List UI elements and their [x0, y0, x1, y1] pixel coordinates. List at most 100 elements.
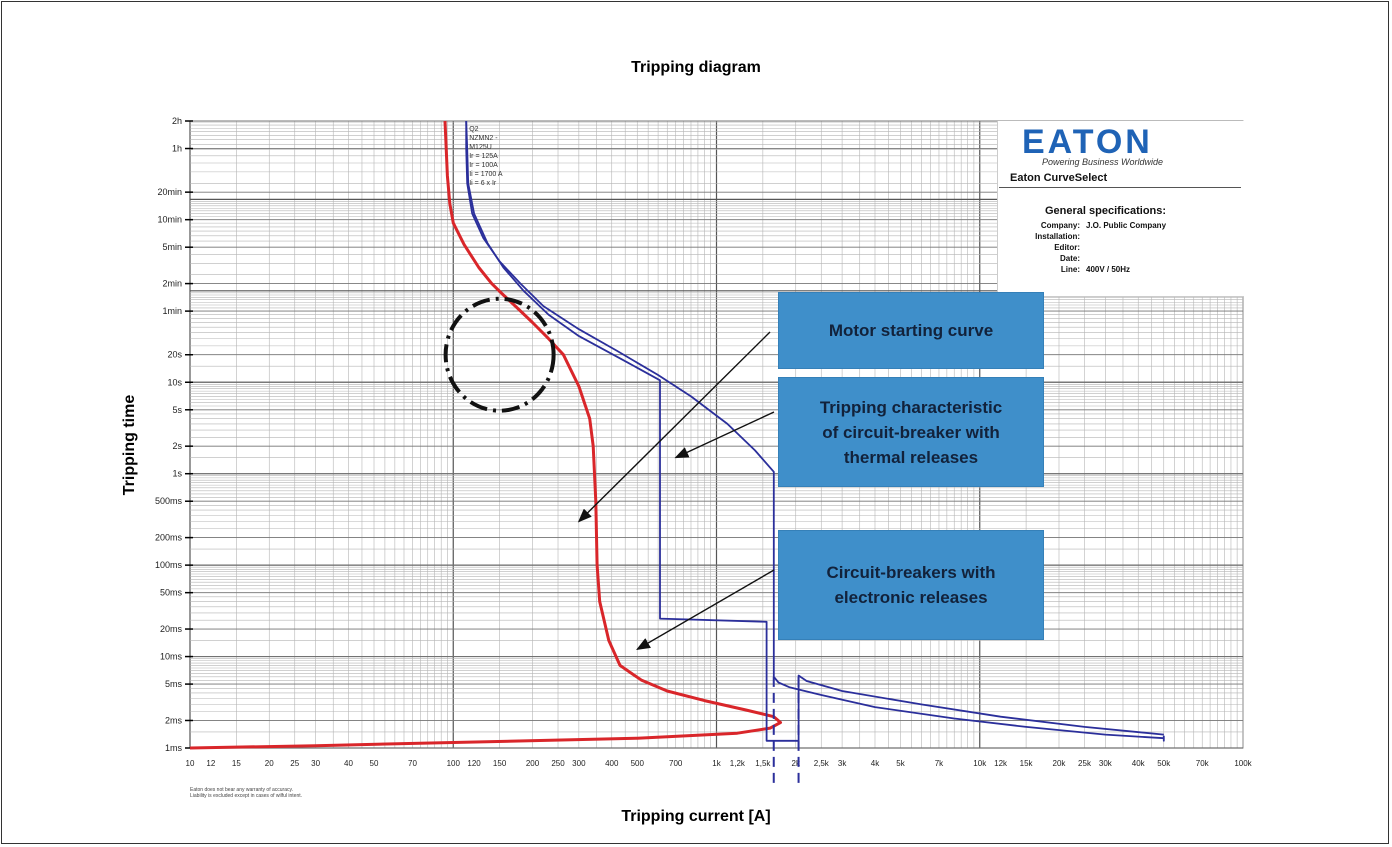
- x-tick-label: 150: [493, 759, 507, 768]
- y-tick-label: 20ms: [160, 624, 183, 634]
- callout-arrow: [577, 331, 771, 523]
- x-tick-label: 3k: [838, 759, 847, 768]
- x-tick-label: 40k: [1132, 759, 1146, 768]
- x-tick-label: 250: [551, 759, 565, 768]
- y-tick-label: 5ms: [165, 679, 183, 689]
- x-tick-label: 15: [232, 759, 241, 768]
- x-tick-label: 10k: [973, 759, 987, 768]
- curve-annotation-line: Ii = 6 x Ir: [469, 180, 497, 187]
- callout-text-line: of circuit-breaker with: [822, 422, 1000, 442]
- y-tick-label: 200ms: [155, 533, 183, 543]
- spec-label: Company:: [1040, 221, 1080, 230]
- y-tick-label: 500ms: [155, 496, 183, 506]
- y-tick-label: 1ms: [165, 743, 183, 753]
- y-tick-label: 2min: [162, 279, 182, 289]
- curve-annotation-line: Ii = 1700 A: [469, 171, 503, 178]
- y-tick-label: 20s: [167, 350, 182, 360]
- y-tick-label: 10min: [157, 215, 182, 225]
- spec-value: 400V / 50Hz: [1086, 265, 1131, 274]
- info-divider: [999, 187, 1241, 188]
- x-tick-label: 500: [631, 759, 645, 768]
- callout-arrow: [674, 411, 775, 459]
- x-tick-label: 70: [408, 759, 417, 768]
- specs-title: General specifications:: [1045, 205, 1167, 217]
- y-tick-label: 2h: [172, 116, 182, 126]
- curve-annotation-line: NZMN2 -: [469, 135, 498, 142]
- x-tick-label: 7k: [935, 759, 944, 768]
- y-tick-label: 10ms: [160, 652, 183, 662]
- callout-arrow: [636, 569, 775, 651]
- curve-series-3: [465, 120, 1164, 742]
- spec-label: Editor:: [1054, 243, 1080, 252]
- callout-text-line: electronic releases: [834, 588, 988, 607]
- x-tick-label: 25k: [1078, 759, 1092, 768]
- y-tick-label: 2ms: [165, 715, 183, 725]
- x-tick-label: 100: [447, 759, 461, 768]
- spec-label: Installation:: [1035, 232, 1080, 241]
- y-tick-label: 1h: [172, 144, 182, 154]
- x-tick-label: 300: [572, 759, 586, 768]
- spec-label: Date:: [1059, 254, 1080, 263]
- y-tick-label: 50ms: [160, 588, 183, 598]
- y-tick-label: 5s: [172, 405, 182, 415]
- callout-text-line: Circuit-breakers with: [826, 563, 996, 582]
- chart-title: Tripping diagram: [631, 59, 761, 76]
- x-tick-label: 1,2k: [730, 759, 746, 768]
- tick-labels: 2h 1h 20min 10min 5min 2min 1min 20s 10s 5s 2s 1s 50…: [155, 116, 1253, 768]
- x-tick-label: 200: [526, 759, 540, 768]
- x-tick-label: 2k: [792, 759, 801, 768]
- spec-label: Line:: [1060, 265, 1080, 274]
- x-tick-label: 1,5k: [755, 759, 771, 768]
- x-tick-label: 700: [669, 759, 683, 768]
- x-tick-label: 100k: [1234, 759, 1252, 768]
- disclaimer-line: Liability is excluded except in cases of…: [190, 793, 303, 799]
- y-tick-label: 1s: [172, 469, 182, 479]
- x-tick-label: 50: [370, 759, 379, 768]
- x-tick-label: 50k: [1157, 759, 1171, 768]
- x-tick-label: 12k: [994, 759, 1008, 768]
- callout-text: Motor starting curve: [828, 321, 994, 340]
- y-tick-label: 2s: [172, 441, 182, 451]
- curve-annotation-line: Ir = 125A: [469, 153, 498, 160]
- x-tick-label: 1k: [712, 759, 721, 768]
- x-tick-label: 400: [605, 759, 619, 768]
- brand-tagline: Powering Business Worldwide: [1042, 157, 1164, 167]
- y-tick-label: 10s: [167, 377, 182, 387]
- curve-annotation-line: Q2: [469, 126, 478, 133]
- x-tick-label: 10: [186, 759, 195, 768]
- y-tick-label: 20min: [157, 187, 182, 197]
- x-tick-label: 20: [265, 759, 274, 768]
- callout-electronic: Circuit-breakers with electronic release…: [778, 530, 1044, 640]
- x-tick-label: 120: [467, 759, 481, 768]
- callout-text-line: thermal releases: [843, 447, 979, 467]
- x-tick-label: 30: [311, 759, 320, 768]
- disclaimer-line: Eaton does not bear any warranty of accu…: [190, 787, 294, 793]
- disclaimer: Eaton does not bear any warranty of accu…: [190, 787, 302, 799]
- x-tick-label: 5k: [896, 759, 905, 768]
- x-tick-label: 4k: [871, 759, 880, 768]
- x-tick-label: 70k: [1196, 759, 1210, 768]
- curve-annotation-line: Ir = 100A: [469, 162, 498, 169]
- x-tick-label: 30k: [1099, 759, 1113, 768]
- curve-annotation-line: M125U: [469, 144, 492, 151]
- x-tick-label: 2,5k: [814, 759, 830, 768]
- y-tick-label: 100ms: [155, 560, 183, 570]
- spec-value: J.O. Public Company: [1086, 221, 1167, 230]
- highlight-circle: [443, 296, 556, 413]
- chart-extras: Q2 NZMN2 - M125U Ir = 125A Ir = 100A Ii = 170…: [443, 126, 800, 788]
- callout-text-line: Tripping characteristic: [819, 397, 1003, 417]
- x-tick-label: 12: [206, 759, 215, 768]
- curve-series-1: [189, 120, 782, 750]
- x-axis-label: Tripping current [A]: [621, 808, 771, 825]
- x-tick-label: 25: [290, 759, 299, 768]
- product-name: Eaton CurveSelect: [1010, 172, 1108, 184]
- y-tick-label: 5min: [162, 242, 182, 252]
- info-panel: [997, 121, 1244, 297]
- eaton-logo: EATON: [1022, 123, 1153, 161]
- x-tick-label: 40: [344, 759, 353, 768]
- x-tick-label: 20k: [1053, 759, 1067, 768]
- x-tick-label: 15k: [1020, 759, 1034, 768]
- callout-motor-starting: Motor starting curve: [778, 292, 1044, 369]
- y-tick-label: 1min: [162, 306, 182, 316]
